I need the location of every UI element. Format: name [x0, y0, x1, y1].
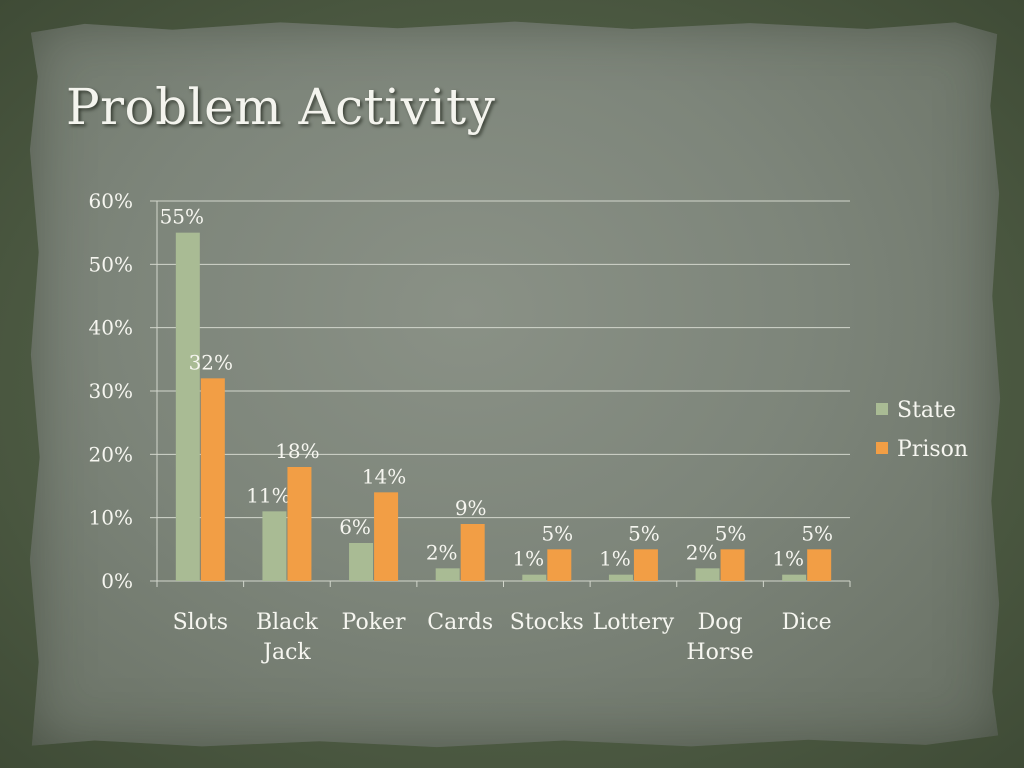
prison-data-label: 5% — [628, 521, 660, 545]
x-category-label: Jack — [261, 640, 311, 665]
y-tick-label: 0% — [101, 569, 133, 593]
state-data-label: 1% — [599, 547, 631, 571]
prison-bar — [547, 549, 572, 581]
state-bar — [435, 568, 460, 581]
prison-bar — [460, 524, 485, 581]
prison-bar — [287, 467, 312, 581]
prison-data-label: 9% — [455, 496, 487, 520]
state-data-label: 11% — [246, 483, 290, 507]
x-category-label: Dog — [698, 610, 743, 635]
prison-data-label: 5% — [541, 521, 573, 545]
slide-title: Problem Activity — [66, 78, 496, 136]
prison-bar — [720, 549, 745, 581]
state-data-label: 55% — [160, 205, 204, 229]
prison-data-label: 5% — [715, 521, 747, 545]
prison-bar — [633, 549, 658, 581]
state-bar — [262, 511, 287, 581]
prison-bar — [807, 549, 832, 581]
state-legend-swatch — [876, 403, 888, 415]
y-tick-label: 10% — [89, 506, 133, 530]
prison-data-label: 18% — [275, 439, 319, 463]
x-category-label: Black — [256, 610, 319, 635]
x-category-label: Lottery — [593, 610, 675, 635]
prison-data-label: 5% — [801, 521, 833, 545]
state-legend-label: State — [897, 398, 956, 423]
state-bar — [522, 574, 547, 581]
x-category-label: Poker — [342, 610, 407, 635]
y-tick-label: 50% — [89, 252, 133, 276]
y-tick-label: 30% — [89, 379, 133, 403]
x-category-label: Dice — [782, 610, 832, 635]
state-data-label: 6% — [339, 515, 371, 539]
state-bar — [175, 232, 200, 581]
prison-data-label: 14% — [362, 464, 406, 488]
state-data-label: 1% — [512, 547, 544, 571]
state-bar — [608, 574, 633, 581]
prison-bar — [374, 492, 399, 581]
x-category-label: Slots — [173, 610, 228, 635]
prison-legend-swatch — [876, 442, 888, 454]
state-data-label: 2% — [426, 540, 458, 564]
state-bar — [349, 543, 374, 581]
state-data-label: 2% — [686, 540, 718, 564]
prison-legend-label: Prison — [897, 437, 968, 462]
state-bar — [695, 568, 720, 581]
x-category-label: Horse — [686, 640, 753, 665]
x-category-label: Cards — [427, 610, 493, 635]
state-data-label: 1% — [772, 547, 804, 571]
y-tick-label: 40% — [89, 316, 133, 340]
x-category-label: Stocks — [510, 610, 584, 635]
y-tick-label: 60% — [89, 189, 133, 213]
prison-bar — [200, 378, 225, 581]
prison-data-label: 32% — [189, 350, 233, 374]
y-tick-label: 20% — [89, 442, 133, 466]
state-bar — [782, 574, 807, 581]
